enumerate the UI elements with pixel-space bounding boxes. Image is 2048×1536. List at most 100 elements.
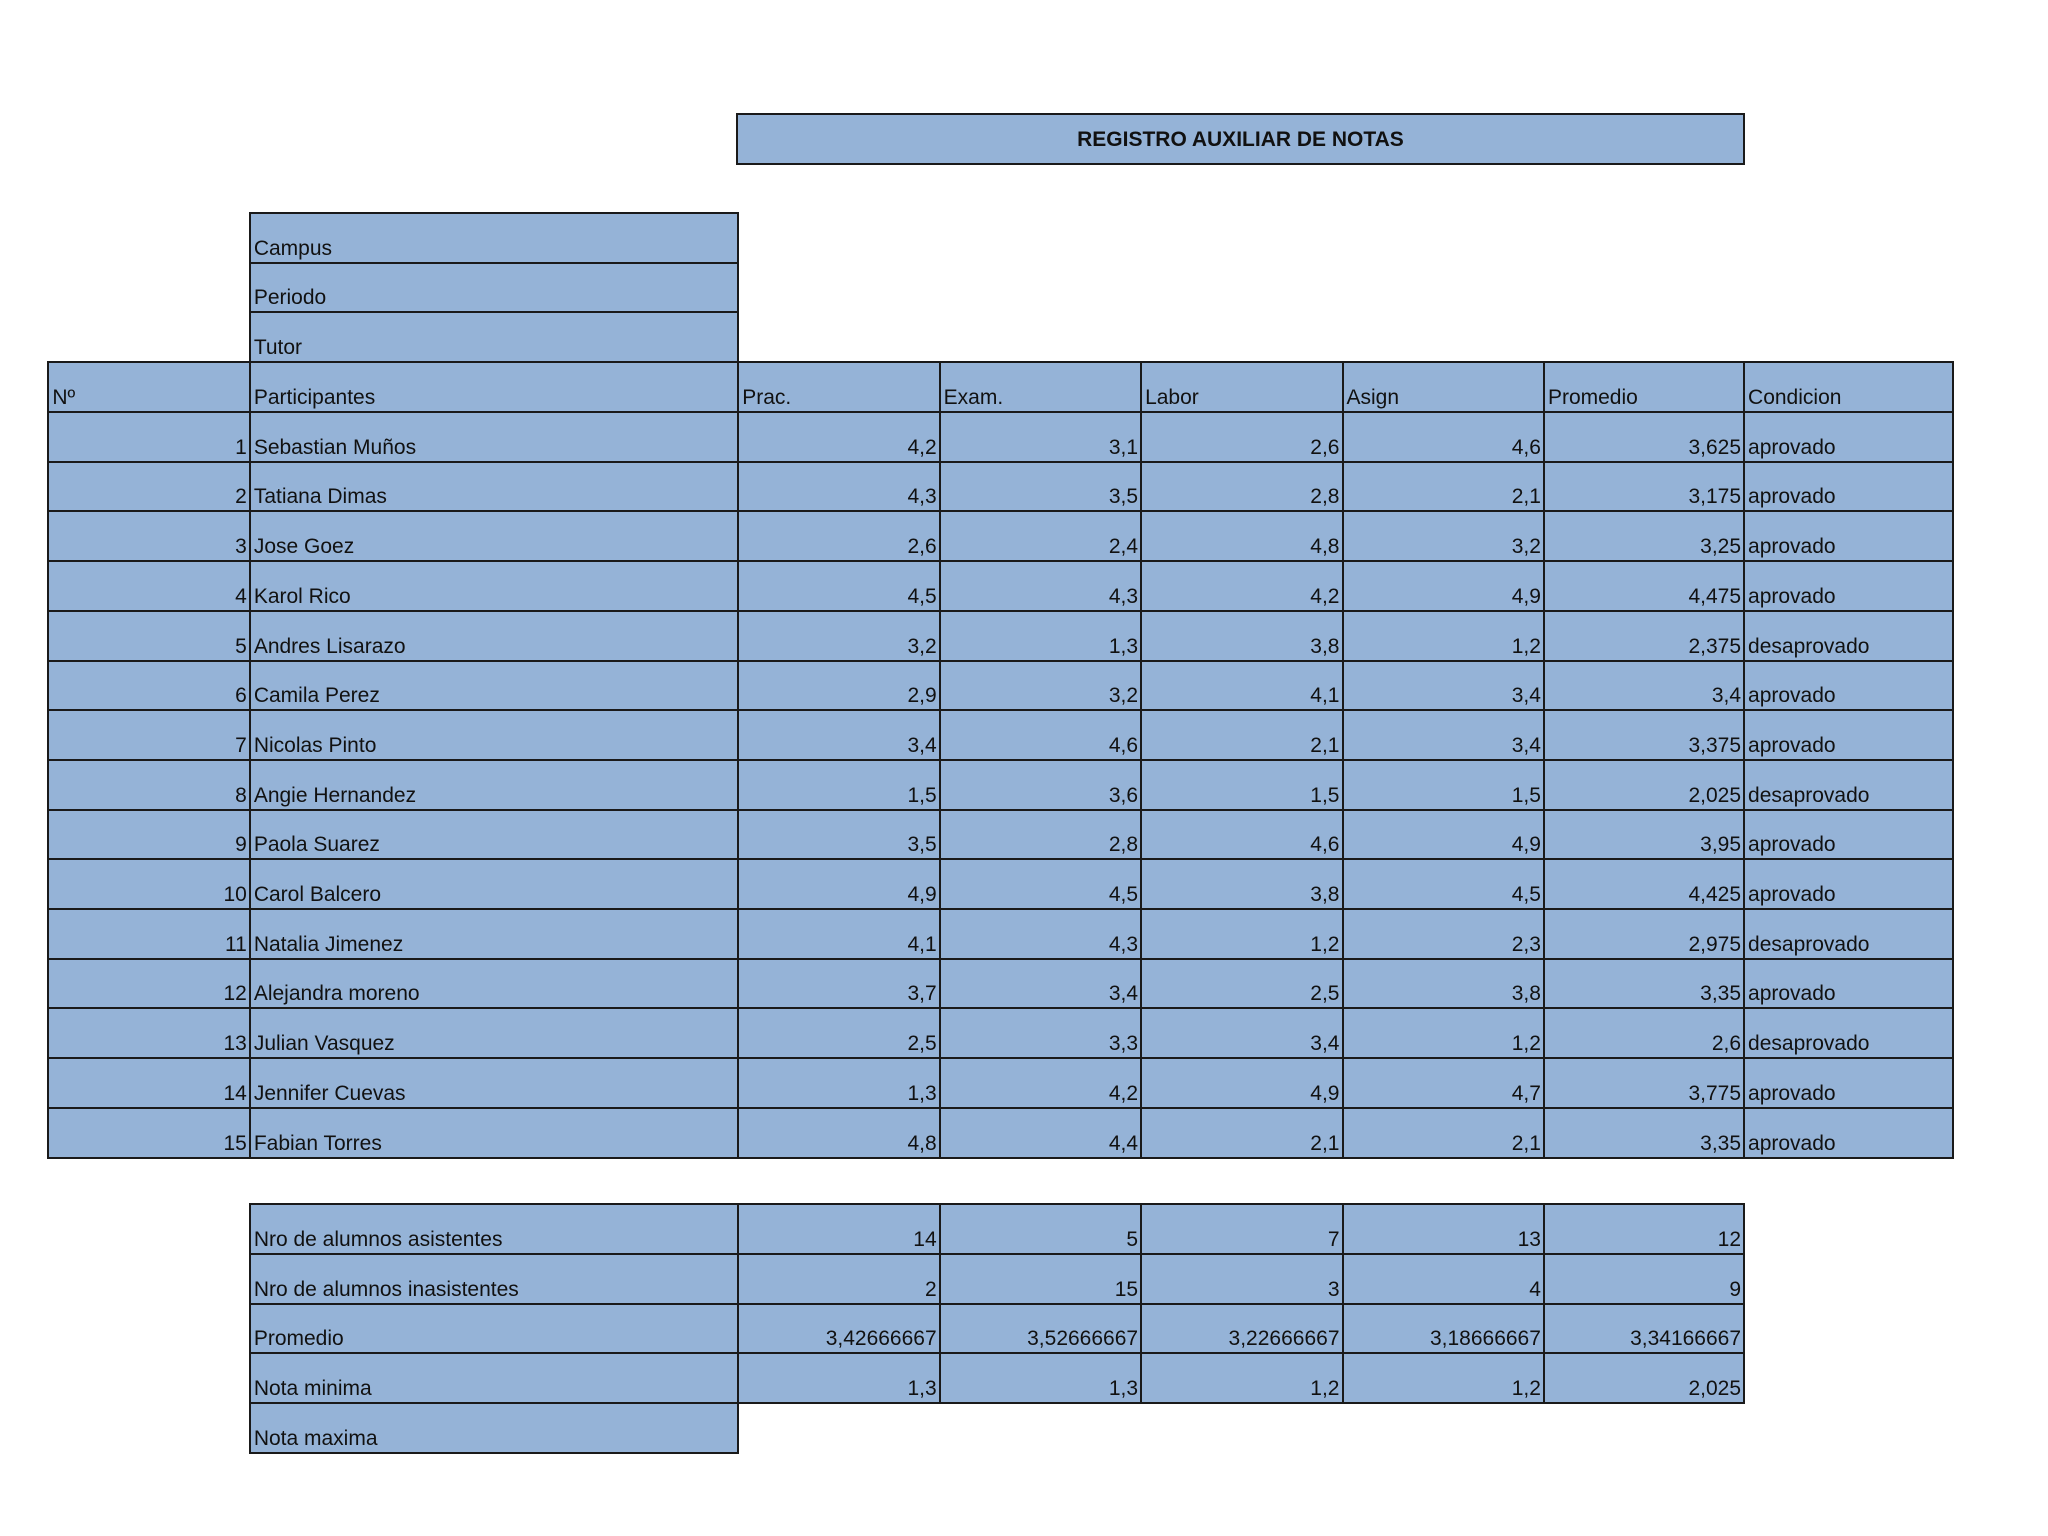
row-4-asign[interactable]: 4,9 [1341, 560, 1545, 612]
row-11-n[interactable]: 11 [47, 908, 251, 960]
row-5-cond[interactable]: desaprovado [1743, 609, 1955, 662]
row-6-exam[interactable]: 3,2 [938, 659, 1143, 712]
row-11-labor[interactable]: 1,2 [1140, 908, 1344, 960]
row-14-exam[interactable]: 4,2 [938, 1057, 1143, 1109]
row-12-asign[interactable]: 3,8 [1341, 957, 1545, 1010]
row-6-n[interactable]: 6 [47, 659, 251, 712]
info-label-periodo[interactable]: Periodo [248, 261, 740, 314]
row-10-asign[interactable]: 4,5 [1341, 858, 1545, 911]
summary-label-0[interactable]: Nro de alumnos asistentes [248, 1203, 740, 1255]
row-7-prom[interactable]: 3,375 [1542, 709, 1746, 761]
row-13-cond[interactable]: desaprovado [1743, 1007, 1955, 1060]
row-11-asign[interactable]: 2,3 [1341, 908, 1545, 960]
row-12-cond[interactable]: aprovado [1743, 957, 1955, 1010]
row-4-prac[interactable]: 4,5 [737, 560, 941, 612]
row-13-asign[interactable]: 1,2 [1341, 1007, 1545, 1060]
row-11-cond[interactable]: desaprovado [1743, 908, 1955, 960]
header-exam[interactable]: Exam. [938, 361, 1143, 414]
row-12-prom[interactable]: 3,35 [1542, 957, 1746, 1010]
summary-0-value-2[interactable]: 7 [1140, 1203, 1344, 1255]
row-5-prac[interactable]: 3,2 [737, 609, 941, 662]
summary-2-value-4[interactable]: 3,34166667 [1542, 1302, 1746, 1355]
summary-0-value-4[interactable]: 12 [1542, 1203, 1746, 1255]
row-3-prac[interactable]: 2,6 [737, 510, 941, 563]
summary-1-value-0[interactable]: 2 [737, 1252, 941, 1305]
row-15-prom[interactable]: 3,35 [1542, 1106, 1746, 1159]
row-5-n[interactable]: 5 [47, 609, 251, 662]
row-5-prom[interactable]: 2,375 [1542, 609, 1746, 662]
header-promedio[interactable]: Promedio [1542, 361, 1746, 414]
row-8-n[interactable]: 8 [47, 758, 251, 811]
row-3-asign[interactable]: 3,2 [1341, 510, 1545, 563]
row-11-name[interactable]: Natalia Jimenez [248, 908, 740, 960]
row-1-labor[interactable]: 2,6 [1140, 411, 1344, 463]
header-num[interactable]: Nº [47, 361, 251, 414]
row-9-prom[interactable]: 3,95 [1542, 808, 1746, 861]
header-asign[interactable]: Asign [1341, 361, 1545, 414]
row-13-n[interactable]: 13 [47, 1007, 251, 1060]
row-12-name[interactable]: Alejandra moreno [248, 957, 740, 1010]
row-1-cond[interactable]: aprovado [1743, 411, 1955, 463]
row-9-n[interactable]: 9 [47, 808, 251, 861]
row-14-prom[interactable]: 3,775 [1542, 1057, 1746, 1109]
row-14-labor[interactable]: 4,9 [1140, 1057, 1344, 1109]
summary-3-value-1[interactable]: 1,3 [938, 1352, 1143, 1405]
row-14-n[interactable]: 14 [47, 1057, 251, 1109]
summary-3-value-3[interactable]: 1,2 [1341, 1352, 1545, 1405]
row-7-exam[interactable]: 4,6 [938, 709, 1143, 761]
row-11-exam[interactable]: 4,3 [938, 908, 1143, 960]
row-13-name[interactable]: Julian Vasquez [248, 1007, 740, 1060]
row-6-cond[interactable]: aprovado [1743, 659, 1955, 712]
row-12-labor[interactable]: 2,5 [1140, 957, 1344, 1010]
row-8-labor[interactable]: 1,5 [1140, 758, 1344, 811]
row-8-prom[interactable]: 2,025 [1542, 758, 1746, 811]
row-8-name[interactable]: Angie Hernandez [248, 758, 740, 811]
summary-2-value-1[interactable]: 3,52666667 [938, 1302, 1143, 1355]
row-9-prac[interactable]: 3,5 [737, 808, 941, 861]
header-prac[interactable]: Prac. [737, 361, 941, 414]
row-2-prom[interactable]: 3,175 [1542, 460, 1746, 513]
info-label-campus[interactable]: Campus [248, 211, 740, 264]
row-10-labor[interactable]: 3,8 [1140, 858, 1344, 911]
row-11-prom[interactable]: 2,975 [1542, 908, 1746, 960]
row-4-prom[interactable]: 4,475 [1542, 560, 1746, 612]
row-9-asign[interactable]: 4,9 [1341, 808, 1545, 861]
summary-0-value-0[interactable]: 14 [737, 1203, 941, 1255]
row-15-labor[interactable]: 2,1 [1140, 1106, 1344, 1159]
row-12-prac[interactable]: 3,7 [737, 957, 941, 1010]
info-label-tutor[interactable]: Tutor [248, 311, 740, 364]
row-10-prom[interactable]: 4,425 [1542, 858, 1746, 911]
row-2-n[interactable]: 2 [47, 460, 251, 513]
row-15-cond[interactable]: aprovado [1743, 1106, 1955, 1159]
summary-2-value-2[interactable]: 3,22666667 [1140, 1302, 1344, 1355]
row-15-n[interactable]: 15 [47, 1106, 251, 1159]
row-3-name[interactable]: Jose Goez [248, 510, 740, 563]
row-15-prac[interactable]: 4,8 [737, 1106, 941, 1159]
row-12-n[interactable]: 12 [47, 957, 251, 1010]
summary-3-value-4[interactable]: 2,025 [1542, 1352, 1746, 1405]
row-4-name[interactable]: Karol Rico [248, 560, 740, 612]
row-6-labor[interactable]: 4,1 [1140, 659, 1344, 712]
row-3-exam[interactable]: 2,4 [938, 510, 1143, 563]
row-10-name[interactable]: Carol Balcero [248, 858, 740, 911]
row-14-cond[interactable]: aprovado [1743, 1057, 1955, 1109]
row-14-asign[interactable]: 4,7 [1341, 1057, 1545, 1109]
row-6-prom[interactable]: 3,4 [1542, 659, 1746, 712]
row-14-prac[interactable]: 1,3 [737, 1057, 941, 1109]
row-6-asign[interactable]: 3,4 [1341, 659, 1545, 712]
row-8-cond[interactable]: desaprovado [1743, 758, 1955, 811]
row-8-asign[interactable]: 1,5 [1341, 758, 1545, 811]
row-14-name[interactable]: Jennifer Cuevas [248, 1057, 740, 1109]
row-1-exam[interactable]: 3,1 [938, 411, 1143, 463]
row-7-labor[interactable]: 2,1 [1140, 709, 1344, 761]
row-5-asign[interactable]: 1,2 [1341, 609, 1545, 662]
row-10-cond[interactable]: aprovado [1743, 858, 1955, 911]
row-9-exam[interactable]: 2,8 [938, 808, 1143, 861]
row-15-name[interactable]: Fabian Torres [248, 1106, 740, 1159]
summary-3-value-2[interactable]: 1,2 [1140, 1352, 1344, 1405]
row-10-prac[interactable]: 4,9 [737, 858, 941, 911]
header-labor[interactable]: Labor [1140, 361, 1344, 414]
row-7-cond[interactable]: aprovado [1743, 709, 1955, 761]
summary-label-1[interactable]: Nro de alumnos inasistentes [248, 1252, 740, 1305]
row-5-labor[interactable]: 3,8 [1140, 609, 1344, 662]
